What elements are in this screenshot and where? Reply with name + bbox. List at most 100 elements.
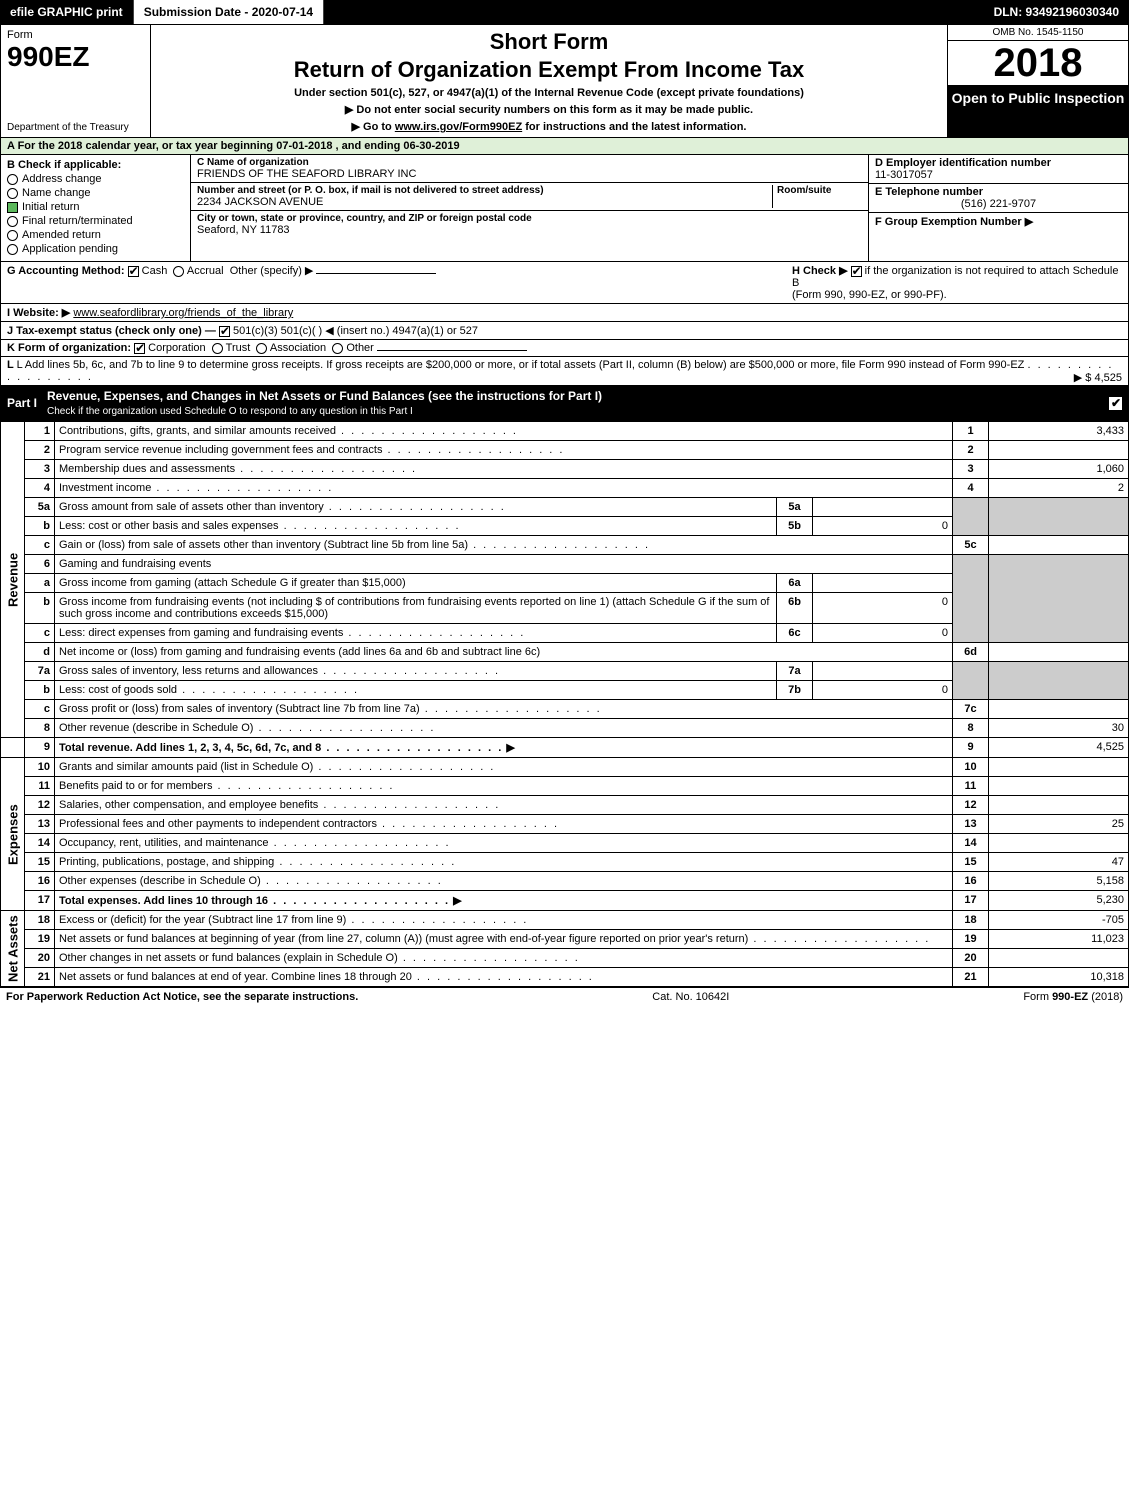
line-2-desc: Program service revenue including govern… — [59, 444, 382, 456]
line-3-amt: 1,060 — [989, 460, 1129, 479]
submission-date-tab: Submission Date - 2020-07-14 — [134, 0, 324, 24]
row-k: K Form of organization: Corporation Trus… — [0, 340, 1129, 357]
chk-name-change[interactable]: Name change — [7, 187, 184, 199]
row-i: I Website: ▶ www.seafordlibrary.org/frie… — [0, 304, 1129, 322]
return-title: Return of Organization Exempt From Incom… — [157, 57, 941, 83]
chk-application-pending-label: Application pending — [22, 243, 118, 255]
line-17-desc: Total expenses. Add lines 10 through 16 — [59, 895, 268, 907]
lines-table: Revenue 1 Contributions, gifts, grants, … — [0, 421, 1129, 987]
chk-final-return[interactable]: Final return/terminated — [7, 215, 184, 227]
chk-initial-return[interactable]: Initial return — [7, 201, 184, 213]
line-19-box: 19 — [953, 930, 989, 949]
street-value: 2234 JACKSON AVENUE — [197, 196, 772, 208]
chk-assoc[interactable] — [256, 343, 267, 354]
chk-address-change[interactable]: Address change — [7, 173, 184, 185]
line-6a-num: a — [25, 574, 55, 593]
gross-receipts-text: L Add lines 5b, 6c, and 7b to line 9 to … — [17, 359, 1025, 371]
line-5a-ibox: 5a — [777, 498, 813, 517]
line-7b-desc: Less: cost of goods sold — [59, 684, 177, 696]
tax-year: 2018 — [948, 41, 1128, 86]
chk-amended-return[interactable]: Amended return — [7, 229, 184, 241]
website-link[interactable]: www.seafordlibrary.org/friends_of_the_li… — [73, 307, 293, 319]
line-10-amt — [989, 758, 1129, 777]
city-label: City or town, state or province, country… — [197, 213, 862, 224]
side-revenue: Revenue — [1, 422, 25, 738]
line-15-amt: 47 — [989, 853, 1129, 872]
row-l: L L Add lines 5b, 6c, and 7b to line 9 t… — [0, 357, 1129, 386]
org-name: FRIENDS OF THE SEAFORD LIBRARY INC — [197, 168, 862, 180]
line-14-num: 14 — [25, 834, 55, 853]
line-5a-iamt — [813, 498, 953, 517]
line-8-num: 8 — [25, 719, 55, 738]
opt-other-org: Other — [346, 342, 374, 354]
chk-amended-return-label: Amended return — [22, 229, 101, 241]
line-19-amt: 11,023 — [989, 930, 1129, 949]
footer-cat-no: Cat. No. 10642I — [358, 991, 1023, 1003]
line-20-desc: Other changes in net assets or fund bala… — [59, 952, 398, 964]
line-7b-num: b — [25, 681, 55, 700]
line-6a-desc: Gross income from gaming (attach Schedul… — [59, 577, 406, 589]
opt-accrual: Accrual — [187, 265, 224, 277]
line-17-box: 17 — [953, 891, 989, 911]
line-13-num: 13 — [25, 815, 55, 834]
line-1-num: 1 — [25, 422, 55, 441]
tax-exempt-label: J Tax-exempt status (check only one) — — [7, 325, 216, 337]
line-1-amt: 3,433 — [989, 422, 1129, 441]
line-14-amt — [989, 834, 1129, 853]
line-11-desc: Benefits paid to or for members — [59, 780, 212, 792]
line-16-box: 16 — [953, 872, 989, 891]
instructions-pre: ▶ Go to — [352, 121, 395, 133]
line-12-amt — [989, 796, 1129, 815]
line-17-amt: 5,230 — [989, 891, 1129, 911]
dln-label: DLN: 93492196030340 — [984, 0, 1129, 24]
line-13-amt: 25 — [989, 815, 1129, 834]
line-7c-desc: Gross profit or (loss) from sales of inv… — [59, 703, 420, 715]
line-21-num: 21 — [25, 968, 55, 987]
chk-corp[interactable] — [134, 343, 145, 354]
line-4-box: 4 — [953, 479, 989, 498]
line-7a-num: 7a — [25, 662, 55, 681]
chk-schedule-b[interactable] — [851, 266, 862, 277]
line-7a-iamt — [813, 662, 953, 681]
part-i-title: Revenue, Expenses, and Changes in Net As… — [47, 389, 602, 403]
line-6c-num: c — [25, 624, 55, 643]
chk-accrual[interactable] — [173, 266, 184, 277]
line-8-box: 8 — [953, 719, 989, 738]
website-label: I Website: ▶ — [7, 307, 70, 319]
top-bar: efile GRAPHIC print Submission Date - 20… — [0, 0, 1129, 24]
line-21-desc: Net assets or fund balances at end of ye… — [59, 971, 412, 983]
line-6d-amt — [989, 643, 1129, 662]
part-i-label: Part I — [7, 396, 37, 410]
line-13-box: 13 — [953, 815, 989, 834]
row-j: J Tax-exempt status (check only one) — 5… — [0, 322, 1129, 340]
efile-tab[interactable]: efile GRAPHIC print — [0, 0, 134, 24]
opt-corp: Corporation — [148, 342, 205, 354]
opt-assoc: Association — [270, 342, 326, 354]
line-5b-num: b — [25, 517, 55, 536]
line-2-box: 2 — [953, 441, 989, 460]
ssn-warning: ▶ Do not enter social security numbers o… — [157, 103, 941, 116]
line-20-num: 20 — [25, 949, 55, 968]
chk-other-org[interactable] — [332, 343, 343, 354]
row-g-h: G Accounting Method: Cash Accrual Other … — [0, 262, 1129, 304]
line-19-desc: Net assets or fund balances at beginning… — [59, 933, 748, 945]
telephone-value: (516) 221-9707 — [875, 198, 1122, 210]
irs-link[interactable]: www.irs.gov/Form990EZ — [395, 121, 522, 133]
org-name-label: C Name of organization — [197, 157, 862, 168]
line-5b-desc: Less: cost or other basis and sales expe… — [59, 520, 279, 532]
line-4-amt: 2 — [989, 479, 1129, 498]
chk-schedule-o[interactable] — [1109, 397, 1122, 410]
line-17-num: 17 — [25, 891, 55, 911]
chk-name-change-label: Name change — [22, 187, 91, 199]
line-9-desc: Total revenue. Add lines 1, 2, 3, 4, 5c,… — [59, 742, 321, 754]
line-6-desc: Gaming and fundraising events — [55, 555, 953, 574]
chk-501c3[interactable] — [219, 326, 230, 337]
chk-cash[interactable] — [128, 266, 139, 277]
chk-application-pending[interactable]: Application pending — [7, 243, 184, 255]
line-10-num: 10 — [25, 758, 55, 777]
line-6b-desc: Gross income from fundraising events (no… — [59, 596, 769, 620]
line-5a-desc: Gross amount from sale of assets other t… — [59, 501, 324, 513]
line-7c-amt — [989, 700, 1129, 719]
line-6-num: 6 — [25, 555, 55, 574]
chk-trust[interactable] — [212, 343, 223, 354]
